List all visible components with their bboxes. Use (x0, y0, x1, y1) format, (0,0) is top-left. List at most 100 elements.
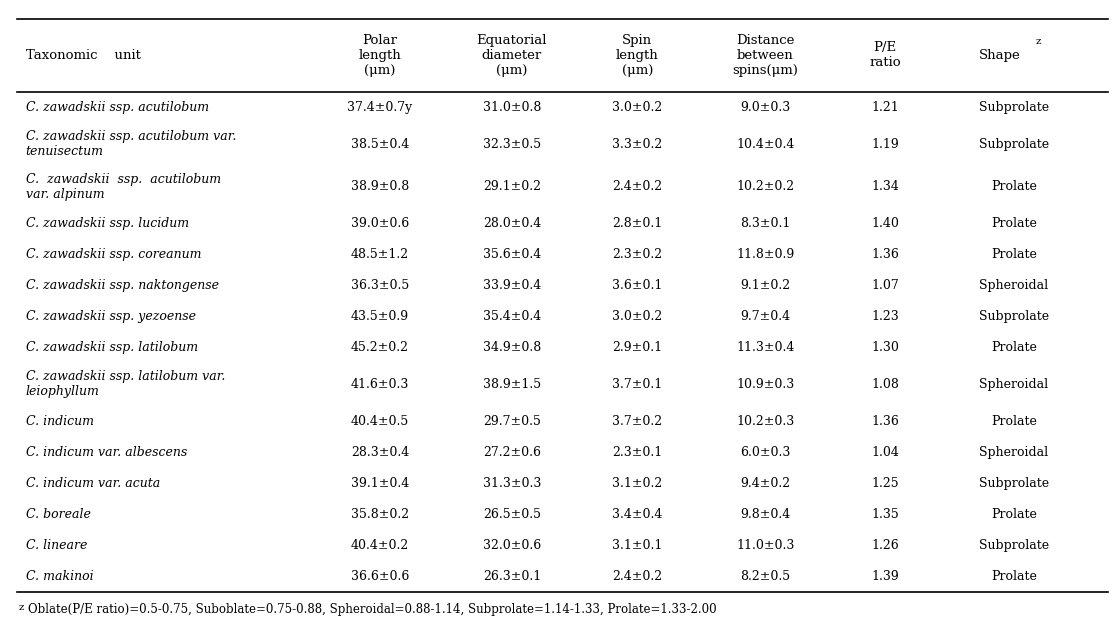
Text: 2.4±0.2: 2.4±0.2 (613, 570, 662, 583)
Text: 3.0±0.2: 3.0±0.2 (612, 101, 663, 114)
Text: C. lineare: C. lineare (26, 539, 87, 552)
Text: 1.07: 1.07 (871, 279, 899, 292)
Text: 36.3±0.5: 36.3±0.5 (351, 279, 409, 292)
Text: 10.9±0.3: 10.9±0.3 (736, 378, 794, 391)
Text: 9.4±0.2: 9.4±0.2 (741, 477, 790, 490)
Text: 32.3±0.5: 32.3±0.5 (482, 138, 541, 151)
Text: 1.36: 1.36 (871, 248, 899, 261)
Text: 37.4±0.7y: 37.4±0.7y (348, 101, 412, 114)
Text: Oblate(P/E ratio)=0.5-0.75, Suboblate=0.75-0.88, Spheroidal=0.88-1.14, Subprolat: Oblate(P/E ratio)=0.5-0.75, Suboblate=0.… (28, 603, 716, 616)
Text: Distance
between
spins(μm): Distance between spins(μm) (732, 34, 799, 77)
Text: 38.5±0.4: 38.5±0.4 (351, 138, 409, 151)
Text: Prolate: Prolate (990, 508, 1037, 521)
Text: 26.3±0.1: 26.3±0.1 (482, 570, 541, 583)
Text: 48.5±1.2: 48.5±1.2 (351, 248, 409, 261)
Text: 45.2±0.2: 45.2±0.2 (351, 341, 409, 354)
Text: 2.9±0.1: 2.9±0.1 (613, 341, 662, 354)
Text: z: z (19, 603, 25, 612)
Text: C. zawadskii ssp. lucidum: C. zawadskii ssp. lucidum (26, 217, 188, 230)
Text: Subprolate: Subprolate (979, 539, 1048, 552)
Text: Subprolate: Subprolate (979, 477, 1048, 490)
Text: 11.8±0.9: 11.8±0.9 (736, 248, 794, 261)
Text: Equatorial
diameter
(μm): Equatorial diameter (μm) (477, 34, 547, 77)
Text: Taxonomic    unit: Taxonomic unit (26, 49, 140, 62)
Text: 29.7±0.5: 29.7±0.5 (483, 415, 540, 427)
Text: 10.2±0.3: 10.2±0.3 (736, 415, 794, 427)
Text: C. zawadskii ssp. yezoense: C. zawadskii ssp. yezoense (26, 310, 196, 323)
Text: 3.1±0.1: 3.1±0.1 (612, 539, 663, 552)
Text: 2.4±0.2: 2.4±0.2 (613, 180, 662, 193)
Text: 9.8±0.4: 9.8±0.4 (740, 508, 791, 521)
Text: C. zawadskii ssp. latilobum: C. zawadskii ssp. latilobum (26, 341, 198, 354)
Text: Spheroidal: Spheroidal (979, 378, 1048, 391)
Text: 43.5±0.9: 43.5±0.9 (351, 310, 409, 323)
Text: 29.1±0.2: 29.1±0.2 (482, 180, 541, 193)
Text: 1.04: 1.04 (871, 446, 899, 458)
Text: 34.9±0.8: 34.9±0.8 (482, 341, 541, 354)
Text: Prolate: Prolate (990, 248, 1037, 261)
Text: 35.6±0.4: 35.6±0.4 (482, 248, 541, 261)
Text: 3.3±0.2: 3.3±0.2 (612, 138, 663, 151)
Text: 1.35: 1.35 (871, 508, 899, 521)
Text: Prolate: Prolate (990, 415, 1037, 427)
Text: 2.8±0.1: 2.8±0.1 (612, 217, 663, 230)
Text: 3.7±0.1: 3.7±0.1 (612, 378, 663, 391)
Text: z: z (1036, 37, 1042, 46)
Text: 3.4±0.4: 3.4±0.4 (612, 508, 663, 521)
Text: 3.0±0.2: 3.0±0.2 (612, 310, 663, 323)
Text: 31.0±0.8: 31.0±0.8 (482, 101, 541, 114)
Text: 1.21: 1.21 (871, 101, 899, 114)
Text: 40.4±0.2: 40.4±0.2 (351, 539, 409, 552)
Text: 35.4±0.4: 35.4±0.4 (482, 310, 541, 323)
Text: C. makinoi: C. makinoi (26, 570, 94, 583)
Text: 1.26: 1.26 (871, 539, 899, 552)
Text: 33.9±0.4: 33.9±0.4 (482, 279, 541, 292)
Text: Shape: Shape (978, 49, 1020, 62)
Text: C. zawadskii ssp. naktongense: C. zawadskii ssp. naktongense (26, 279, 218, 292)
Text: 40.4±0.5: 40.4±0.5 (351, 415, 409, 427)
Text: Prolate: Prolate (990, 180, 1037, 193)
Text: C. boreale: C. boreale (26, 508, 90, 521)
Text: 28.0±0.4: 28.0±0.4 (482, 217, 541, 230)
Text: 3.1±0.2: 3.1±0.2 (612, 477, 663, 490)
Text: 9.0±0.3: 9.0±0.3 (740, 101, 791, 114)
Text: 39.0±0.6: 39.0±0.6 (351, 217, 409, 230)
Text: 9.1±0.2: 9.1±0.2 (741, 279, 790, 292)
Text: 1.23: 1.23 (871, 310, 899, 323)
Text: 6.0±0.3: 6.0±0.3 (740, 446, 791, 458)
Text: 8.3±0.1: 8.3±0.1 (740, 217, 791, 230)
Text: C. zawadskii ssp. latilobum var.
leiophyllum: C. zawadskii ssp. latilobum var. leiophy… (26, 370, 225, 399)
Text: Subprolate: Subprolate (979, 310, 1048, 323)
Text: 1.40: 1.40 (871, 217, 899, 230)
Text: 32.0±0.6: 32.0±0.6 (482, 539, 541, 552)
Text: 28.3±0.4: 28.3±0.4 (351, 446, 409, 458)
Text: 1.30: 1.30 (871, 341, 899, 354)
Text: 26.5±0.5: 26.5±0.5 (482, 508, 541, 521)
Text: 3.7±0.2: 3.7±0.2 (613, 415, 662, 427)
Text: 36.6±0.6: 36.6±0.6 (351, 570, 409, 583)
Text: 1.08: 1.08 (871, 378, 899, 391)
Text: C. zawadskii ssp. coreanum: C. zawadskii ssp. coreanum (26, 248, 202, 261)
Text: C. zawadskii ssp. acutilobum: C. zawadskii ssp. acutilobum (26, 101, 208, 114)
Text: 1.25: 1.25 (871, 477, 899, 490)
Text: 39.1±0.4: 39.1±0.4 (351, 477, 409, 490)
Text: 8.2±0.5: 8.2±0.5 (741, 570, 790, 583)
Text: Spheroidal: Spheroidal (979, 279, 1048, 292)
Text: 11.3±0.4: 11.3±0.4 (736, 341, 794, 354)
Text: 35.8±0.2: 35.8±0.2 (351, 508, 409, 521)
Text: 9.7±0.4: 9.7±0.4 (741, 310, 790, 323)
Text: Prolate: Prolate (990, 570, 1037, 583)
Text: Subprolate: Subprolate (979, 138, 1048, 151)
Text: C. indicum: C. indicum (26, 415, 94, 427)
Text: Subprolate: Subprolate (979, 101, 1048, 114)
Text: C. zawadskii ssp. acutilobum var.
tenuisectum: C. zawadskii ssp. acutilobum var. tenuis… (26, 130, 236, 159)
Text: 1.34: 1.34 (871, 180, 899, 193)
Text: 27.2±0.6: 27.2±0.6 (482, 446, 541, 458)
Text: 38.9±0.8: 38.9±0.8 (351, 180, 409, 193)
Text: 1.36: 1.36 (871, 415, 899, 427)
Text: 3.6±0.1: 3.6±0.1 (612, 279, 663, 292)
Text: Spin
length
(μm): Spin length (μm) (616, 34, 658, 77)
Text: P/E
ratio: P/E ratio (869, 41, 901, 70)
Text: Prolate: Prolate (990, 217, 1037, 230)
Text: 2.3±0.2: 2.3±0.2 (613, 248, 662, 261)
